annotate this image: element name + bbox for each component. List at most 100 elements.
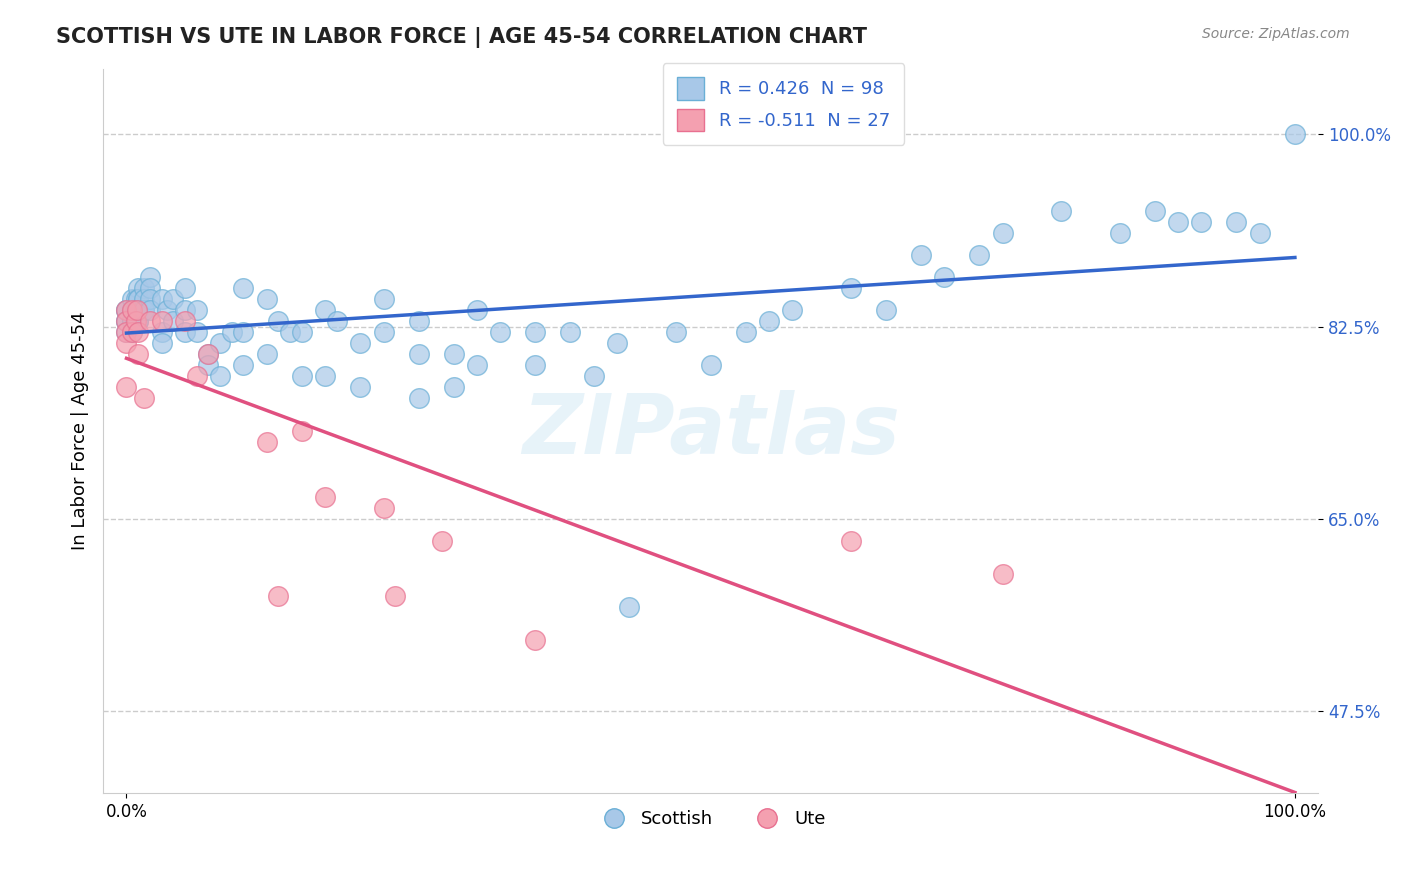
Scottish: [524, 325, 547, 339]
Scottish: [115, 303, 138, 318]
Scottish: [125, 303, 148, 318]
Scottish: [127, 303, 149, 318]
Legend: Scottish, Ute: Scottish, Ute: [589, 803, 832, 835]
Ute: [430, 533, 453, 548]
Ute: [267, 589, 290, 603]
Scottish: [156, 303, 179, 318]
Scottish: [734, 325, 756, 339]
Scottish: [1108, 226, 1130, 240]
Scottish: [121, 314, 143, 328]
Scottish: [121, 314, 143, 328]
Scottish: [132, 281, 155, 295]
Scottish: [174, 281, 197, 295]
Scottish: [256, 347, 278, 361]
Scottish: [314, 303, 336, 318]
Scottish: [1143, 204, 1166, 219]
Ute: [524, 632, 547, 647]
Scottish: [560, 325, 582, 339]
Scottish: [232, 325, 254, 339]
Scottish: [232, 281, 254, 295]
Scottish: [125, 303, 148, 318]
Scottish: [349, 380, 371, 394]
Scottish: [221, 325, 243, 339]
Scottish: [465, 358, 488, 372]
Ute: [125, 303, 148, 318]
Scottish: [121, 303, 143, 318]
Ute: [174, 314, 197, 328]
Scottish: [875, 303, 897, 318]
Ute: [115, 325, 138, 339]
Scottish: [291, 369, 314, 384]
Ute: [197, 347, 219, 361]
Scottish: [121, 292, 143, 306]
Scottish: [150, 292, 173, 306]
Scottish: [443, 347, 465, 361]
Ute: [132, 391, 155, 405]
Scottish: [582, 369, 605, 384]
Scottish: [606, 336, 628, 351]
Ute: [314, 490, 336, 504]
Scottish: [115, 303, 138, 318]
Scottish: [782, 303, 804, 318]
Scottish: [617, 599, 640, 614]
Scottish: [127, 292, 149, 306]
Scottish: [278, 325, 301, 339]
Scottish: [132, 303, 155, 318]
Scottish: [1050, 204, 1073, 219]
Scottish: [1284, 128, 1306, 142]
Ute: [121, 325, 143, 339]
Ute: [121, 303, 143, 318]
Scottish: [373, 292, 395, 306]
Scottish: [208, 369, 231, 384]
Ute: [256, 434, 278, 449]
Scottish: [267, 314, 290, 328]
Text: Source: ZipAtlas.com: Source: ZipAtlas.com: [1202, 27, 1350, 41]
Scottish: [139, 292, 162, 306]
Scottish: [127, 281, 149, 295]
Scottish: [408, 391, 430, 405]
Scottish: [665, 325, 688, 339]
Scottish: [115, 314, 138, 328]
Ute: [115, 314, 138, 328]
Scottish: [256, 292, 278, 306]
Ute: [384, 589, 406, 603]
Ute: [373, 500, 395, 515]
Ute: [125, 314, 148, 328]
Scottish: [125, 314, 148, 328]
Scottish: [349, 336, 371, 351]
Scottish: [314, 369, 336, 384]
Scottish: [174, 325, 197, 339]
Ute: [115, 303, 138, 318]
Scottish: [465, 303, 488, 318]
Scottish: [839, 281, 862, 295]
Scottish: [150, 325, 173, 339]
Text: SCOTTISH VS UTE IN LABOR FORCE | AGE 45-54 CORRELATION CHART: SCOTTISH VS UTE IN LABOR FORCE | AGE 45-…: [56, 27, 868, 48]
Scottish: [758, 314, 780, 328]
Scottish: [150, 336, 173, 351]
Scottish: [197, 347, 219, 361]
Scottish: [121, 303, 143, 318]
Scottish: [186, 325, 208, 339]
Ute: [839, 533, 862, 548]
Scottish: [1249, 226, 1271, 240]
Scottish: [186, 303, 208, 318]
Scottish: [127, 314, 149, 328]
Scottish: [373, 325, 395, 339]
Ute: [127, 347, 149, 361]
Scottish: [1191, 215, 1213, 229]
Ute: [991, 566, 1014, 581]
Ute: [139, 314, 162, 328]
Scottish: [291, 325, 314, 339]
Scottish: [127, 314, 149, 328]
Scottish: [125, 303, 148, 318]
Scottish: [524, 358, 547, 372]
Scottish: [139, 270, 162, 285]
Scottish: [1167, 215, 1189, 229]
Y-axis label: In Labor Force | Age 45-54: In Labor Force | Age 45-54: [72, 311, 89, 550]
Scottish: [127, 292, 149, 306]
Scottish: [991, 226, 1014, 240]
Ute: [127, 325, 149, 339]
Scottish: [115, 314, 138, 328]
Ute: [115, 380, 138, 394]
Ute: [186, 369, 208, 384]
